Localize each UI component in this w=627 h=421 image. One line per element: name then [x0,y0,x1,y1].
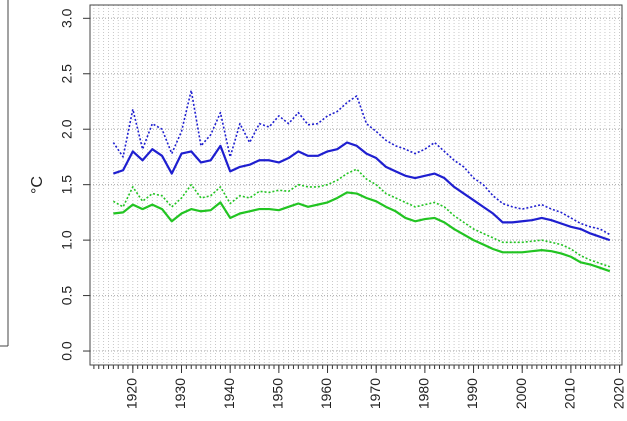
x-tick-label: 1990 [464,378,480,409]
x-tick-label: 1950 [270,378,286,409]
y-tick-label: 1.5 [59,175,75,195]
x-tick-label: 2010 [562,378,578,409]
series-line [113,191,611,273]
y-tick-label: 1.0 [59,230,75,250]
x-tick-label: 1940 [221,378,237,409]
x-tick-label: 2000 [513,378,529,409]
y-tick-label: 0.5 [59,286,75,306]
series-line [112,168,611,268]
series-line [112,89,611,236]
y-axis-label: °C [29,176,46,194]
y-tick-label: 0.0 [59,341,75,361]
x-tick-label: 1980 [416,378,432,409]
x-tick-label: 1920 [124,378,140,409]
series-line [113,141,611,242]
y-tick-label: 2.5 [59,64,75,84]
x-tick-label: 1970 [367,378,383,409]
y-tick-label: 3.0 [59,8,75,28]
y-tick-label: 2.0 [59,119,75,139]
x-tick-label: 1930 [172,378,188,409]
x-tick-label: 2020 [610,378,626,409]
x-tick-label: 1960 [318,378,334,409]
plot-frame [89,4,623,366]
